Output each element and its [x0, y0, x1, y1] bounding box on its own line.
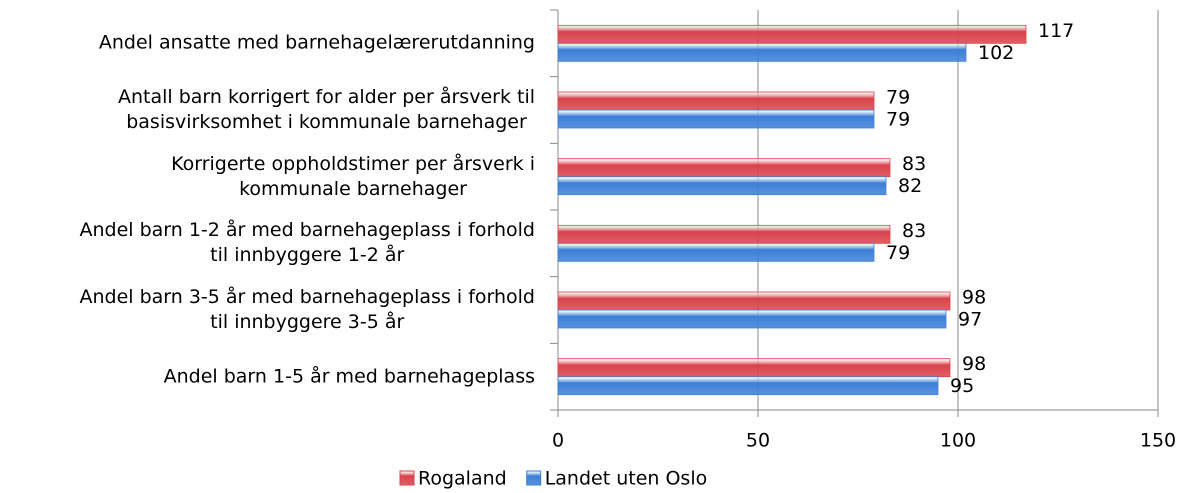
bar: [557, 309, 947, 329]
x-tick-label: 100: [940, 430, 976, 452]
category-label: Andel barn 1-2 år med barnehageplass i f…: [79, 219, 535, 267]
x-tick-label: 0: [552, 430, 564, 452]
bar: [557, 224, 891, 244]
value-label: 79: [886, 109, 910, 131]
legend-swatch: [526, 470, 542, 486]
category-label: Korrigerte oppholdstimer per årsverk i k…: [171, 152, 535, 200]
bar: [557, 91, 875, 111]
bar: [557, 158, 891, 178]
value-label: 83: [902, 220, 926, 242]
bar: [557, 376, 939, 396]
value-label: 97: [958, 309, 982, 331]
value-label: 79: [886, 242, 910, 264]
bar: [557, 109, 875, 129]
bar: [557, 176, 887, 196]
category-label: Andel ansatte med barnehagelærerutdannin…: [98, 31, 535, 54]
legend-swatch: [399, 470, 415, 486]
category-label: Andel barn 1-5 år med barnehageplass: [163, 365, 535, 388]
category-label: Antall barn korrigert for alder per årsv…: [118, 86, 535, 133]
bar: [557, 242, 875, 262]
bar: [557, 24, 1027, 44]
x-tick-label: 50: [746, 430, 770, 452]
value-label: 95: [950, 375, 974, 397]
bar: [557, 42, 967, 62]
category-label: Andel barn 3-5 år med barnehageplass i f…: [79, 286, 535, 333]
bar: [557, 358, 951, 378]
value-label: 98: [962, 287, 986, 309]
value-label: 79: [886, 87, 910, 109]
value-label: 83: [902, 153, 926, 175]
value-label: 98: [962, 353, 986, 375]
legend-label: Rogaland: [418, 468, 507, 490]
x-tick-label: 150: [1140, 430, 1176, 452]
value-label: 102: [978, 42, 1014, 64]
value-label: 82: [898, 175, 922, 197]
legend-label: Landet uten Oslo: [545, 468, 708, 490]
value-label: 117: [1038, 20, 1074, 42]
bar: [557, 291, 951, 311]
